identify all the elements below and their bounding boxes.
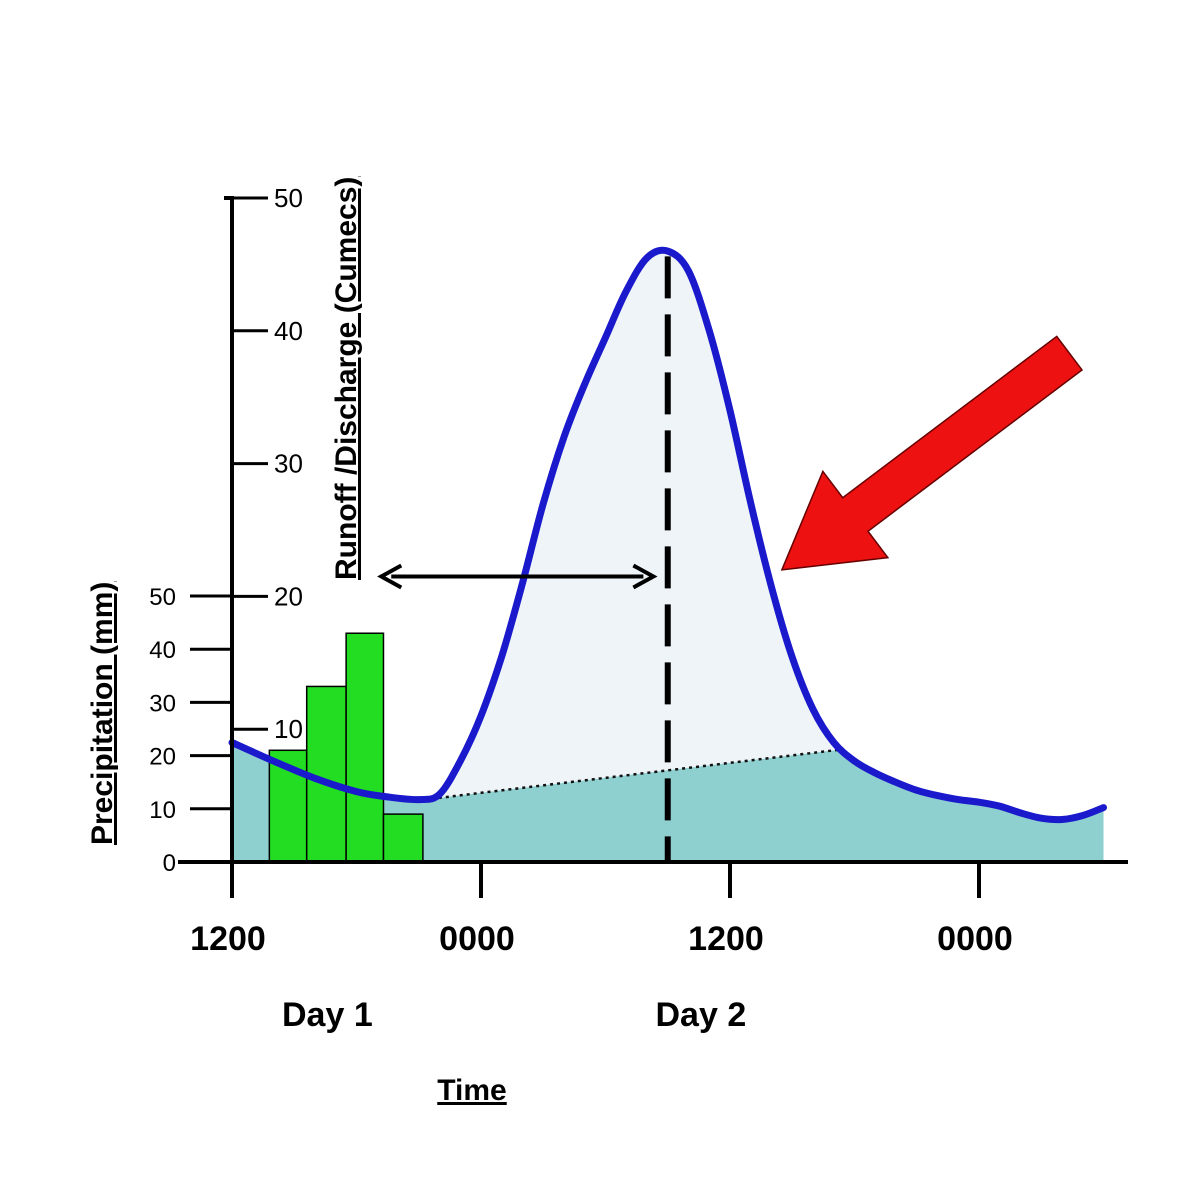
- discharge-tick-label-20: 20: [274, 581, 303, 611]
- y-axis-title-discharge: Runoff /Discharge (Cumecs): [330, 177, 363, 580]
- hydrograph-curve: [228, 246, 1107, 824]
- precip-tick-label-0: 0: [163, 850, 176, 877]
- discharge-tick-label-10: 10: [274, 714, 303, 744]
- line-layer: [228, 246, 1107, 824]
- y-axis-title-precipitation: Precipitation (mm): [86, 582, 119, 845]
- day-label-2: Day 2: [656, 996, 747, 1034]
- discharge-tick-label-30: 30: [274, 449, 303, 479]
- red-pointer-arrow: [780, 335, 1084, 571]
- lag-time-arrowhead-left: [377, 563, 403, 590]
- baseflow-area-right: [854, 761, 1104, 862]
- bar-layer: [268, 632, 424, 863]
- x-tick-label-2: 0000: [439, 920, 515, 958]
- precip-tick-label-40: 40: [149, 637, 176, 664]
- x-axis-title: Time: [437, 1074, 506, 1107]
- precip-tick-label-50: 50: [149, 584, 176, 611]
- discharge-tick-label-50: 50: [274, 183, 303, 213]
- precip-tick-label-30: 30: [149, 690, 176, 717]
- baseflow-separation-line: [424, 747, 845, 801]
- precip-bar-3: [345, 632, 385, 863]
- day-label-1: Day 1: [282, 996, 373, 1034]
- precip-bar-4: [382, 813, 424, 863]
- discharge-tick-label-40: 40: [274, 316, 303, 346]
- axes-layer: 10 20 30 40 50 0 10 20 30 40 50 1200 0000 1200 0000 Day…: [149, 183, 1128, 1034]
- precip-tick-label-20: 20: [149, 744, 176, 771]
- lag-time-arrowhead-right: [632, 563, 658, 590]
- x-tick-label-4: 0000: [937, 920, 1013, 958]
- precip-tick-label-10: 10: [149, 797, 176, 824]
- annotation-layer: [377, 256, 1084, 862]
- x-tick-label-3: 1200: [688, 920, 764, 958]
- x-tick-label-1: 1200: [190, 920, 266, 958]
